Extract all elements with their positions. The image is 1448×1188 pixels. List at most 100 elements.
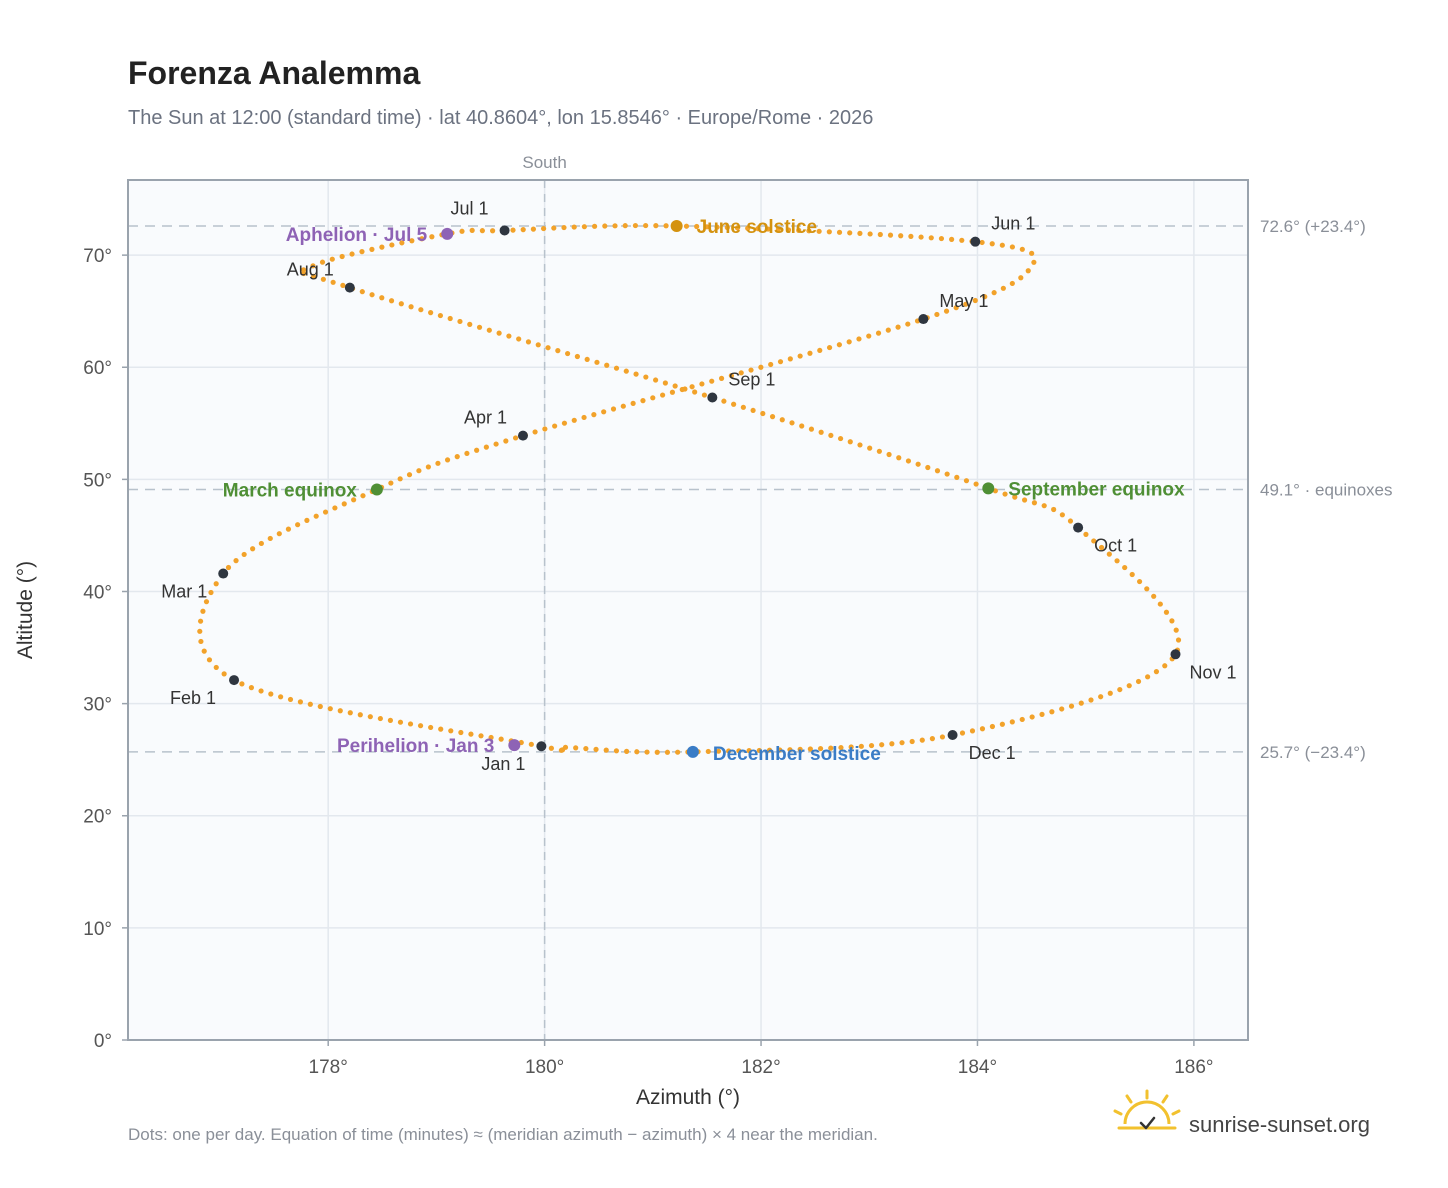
daily-dot [826, 229, 832, 235]
daily-dot [885, 327, 891, 333]
daily-dot [583, 746, 589, 752]
daily-dot [469, 227, 475, 233]
daily-dot [295, 522, 301, 528]
daily-dot [406, 472, 413, 478]
daily-dot [464, 450, 470, 457]
daily-dot [548, 745, 554, 751]
month-marker-label: Apr 1 [464, 408, 507, 428]
daily-dot [591, 412, 597, 418]
daily-dot [387, 717, 394, 723]
daily-dot [1025, 268, 1031, 274]
daily-dot [1067, 518, 1074, 524]
month-marker [947, 730, 958, 741]
daily-dot [341, 501, 347, 507]
daily-dot [740, 404, 746, 410]
daily-dot [408, 304, 414, 310]
daily-dot [330, 279, 336, 285]
daily-dot [899, 740, 905, 746]
daily-dot [409, 238, 415, 244]
daily-dot [379, 244, 385, 250]
daily-dot [278, 694, 284, 700]
daily-dot [574, 353, 580, 360]
daily-dot [734, 225, 741, 231]
daily-dot [943, 308, 950, 314]
daily-dot [939, 734, 946, 740]
y-tick-label: 60° [83, 358, 112, 379]
brand-name[interactable]: sunrise-sunset.org [1189, 1112, 1370, 1137]
daily-dot [379, 295, 385, 301]
daily-dot [512, 435, 519, 441]
daily-dot [250, 546, 256, 552]
daily-dot [877, 231, 883, 238]
daily-dot [213, 664, 219, 671]
daily-dot [796, 227, 802, 233]
daily-dot [1059, 512, 1065, 518]
daily-dot [650, 395, 656, 401]
daily-dot [909, 738, 915, 745]
plot-frame [127, 179, 1249, 1041]
daily-dot [1012, 494, 1018, 500]
daily-dot [258, 540, 264, 547]
daily-dot [721, 398, 727, 404]
month-marker [536, 741, 547, 752]
daily-dot [818, 429, 824, 435]
daily-dot [1068, 703, 1075, 709]
daily-dot [1088, 697, 1094, 703]
y-axis-label: Altitude (°) [14, 561, 37, 659]
event-marker [441, 227, 454, 240]
daily-dot [297, 699, 304, 705]
daily-dot [755, 226, 761, 232]
month-marker [707, 392, 718, 403]
daily-dot [535, 342, 541, 348]
event-label: December solstice [713, 744, 881, 765]
daily-dot [643, 374, 649, 380]
daily-dot [817, 745, 824, 752]
daily-dot [718, 375, 725, 381]
daily-dot [1151, 593, 1157, 599]
daily-dot [1173, 627, 1179, 633]
chart-title: Forenza Analemma [128, 55, 420, 91]
daily-dot [675, 749, 681, 755]
daily-dot [1049, 709, 1055, 715]
daily-dot [213, 581, 219, 587]
y-tick-label: 40° [83, 582, 112, 603]
daily-dot [200, 608, 206, 614]
daily-dot [731, 401, 737, 407]
daily-dot [503, 438, 509, 444]
daily-dot [837, 435, 844, 442]
daily-dot [828, 745, 834, 751]
daily-dot [876, 448, 882, 454]
daily-dot [1091, 538, 1097, 544]
month-marker-label: Mar 1 [161, 582, 207, 602]
daily-dot [565, 350, 571, 357]
daily-dot [197, 628, 203, 634]
daily-dot [1009, 719, 1015, 725]
daily-dot [745, 225, 751, 231]
daily-dot [197, 618, 204, 624]
daily-dot [388, 480, 394, 486]
daily-dot [654, 749, 660, 755]
daily-dot [357, 712, 363, 718]
daily-dot [689, 384, 695, 390]
daily-dot [1145, 674, 1151, 680]
daily-dot [510, 227, 516, 233]
daily-dot [934, 468, 941, 474]
daily-dot [896, 455, 902, 461]
daily-dot [768, 361, 774, 368]
event-label: June solstice [697, 217, 817, 238]
daily-dot [750, 407, 756, 414]
event-marker [508, 739, 521, 752]
daily-dot [972, 297, 978, 304]
daily-dot [1029, 250, 1035, 256]
month-marker [918, 314, 929, 325]
daily-dot [287, 696, 294, 703]
daily-dot [929, 736, 935, 742]
daily-dot [398, 301, 404, 307]
daily-dot [613, 748, 620, 754]
daily-dot [545, 345, 551, 351]
daily-dot [417, 723, 424, 729]
daily-dot [203, 599, 210, 605]
daily-dot [581, 414, 587, 421]
daily-dot [528, 741, 534, 747]
daily-dot [337, 708, 343, 714]
